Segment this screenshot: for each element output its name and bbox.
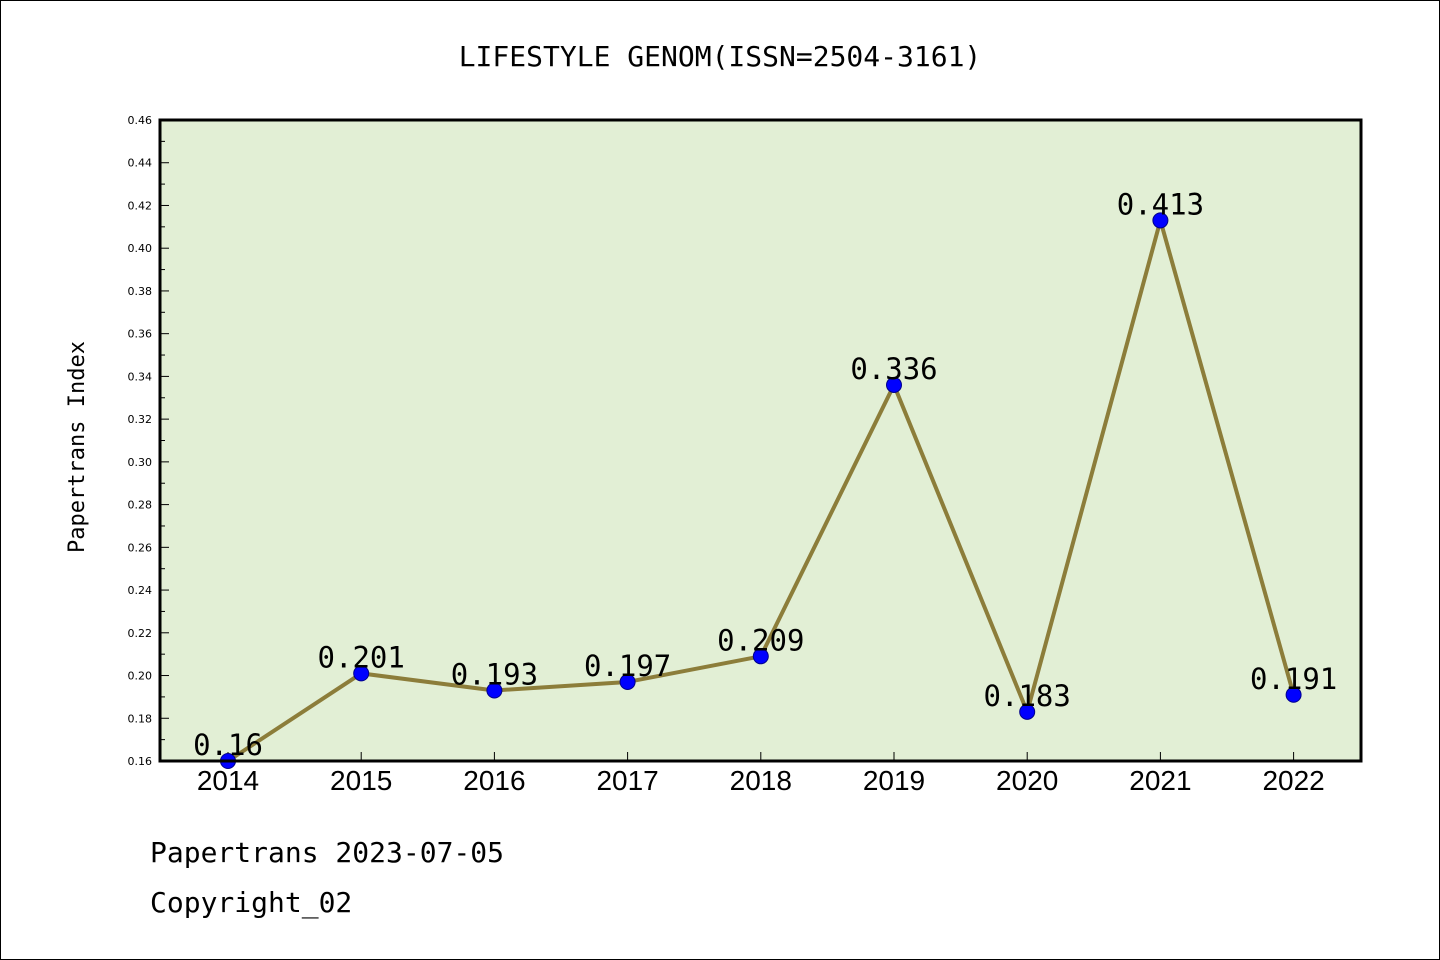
data-labels-group: 0.16 0.201 0.193 0.197 0.209 0.336 0.183 0.413 0… [193, 187, 1337, 762]
data-label: 0.193 [451, 657, 538, 691]
y-tick-label: 0.30 [128, 456, 153, 469]
data-point [619, 673, 636, 690]
x-tick-label: 2017 [596, 765, 658, 796]
data-label: 0.413 [1117, 187, 1204, 221]
x-tick-label: 2019 [863, 765, 925, 796]
x-tick-label: 2015 [330, 765, 392, 796]
x-axis: 2014 2015 2016 2017 2018 2019 2020 2021 2022 [197, 752, 1325, 796]
x-tick-label: 2020 [996, 765, 1058, 796]
y-tick-label: 0.20 [128, 670, 153, 683]
y-tick-label: 0.40 [128, 242, 153, 255]
y-tick-label: 0.32 [128, 413, 153, 426]
y-tick-label: 0.28 [128, 499, 153, 512]
data-point [486, 682, 503, 699]
data-label: 0.201 [318, 640, 405, 674]
x-tick-label: 2022 [1262, 765, 1324, 796]
footer-copyright: Copyright_02 [150, 886, 353, 919]
y-tick-label: 0.22 [128, 627, 153, 640]
data-point [1285, 686, 1302, 703]
y-axis-title: Papertrans Index [65, 341, 90, 553]
x-tick-label: 2018 [730, 765, 792, 796]
x-tick-label: 2021 [1129, 765, 1191, 796]
y-tick-label: 0.34 [128, 370, 153, 383]
data-label: 0.183 [984, 679, 1071, 713]
chart-title: LIFESTYLE GENOM(ISSN=2504-3161) [459, 40, 982, 73]
footer-date: Papertrans 2023-07-05 [150, 836, 505, 869]
plot-border [158, 118, 1363, 763]
data-point [752, 648, 769, 665]
data-label: 0.191 [1250, 662, 1337, 696]
y-tick-label: 0.18 [128, 712, 153, 725]
y-axis: 0.16 0.18 0.20 0.22 0.24 0.26 0.28 0.30 0.32 0.34… [128, 114, 169, 768]
data-label: 0.209 [717, 623, 804, 657]
x-tick-label: 2016 [463, 765, 525, 796]
data-point [1019, 703, 1036, 720]
data-point [353, 665, 370, 682]
data-label: 0.197 [584, 649, 671, 683]
y-tick-label: 0.42 [128, 199, 153, 212]
y-tick-label: 0.38 [128, 285, 153, 298]
markers-group [220, 212, 1302, 769]
y-tick-label: 0.44 [128, 157, 153, 170]
y-tick-label: 0.36 [128, 328, 153, 341]
y-tick-label: 0.16 [128, 755, 153, 768]
y-tick-label: 0.26 [128, 541, 153, 554]
y-tick-label: 0.24 [128, 584, 153, 597]
y-tick-label: 0.46 [128, 114, 153, 127]
data-label: 0.16 [193, 728, 263, 762]
data-point [1152, 212, 1169, 229]
data-label: 0.336 [850, 352, 937, 386]
x-tick-label: 2014 [197, 765, 259, 796]
data-point [886, 376, 902, 393]
